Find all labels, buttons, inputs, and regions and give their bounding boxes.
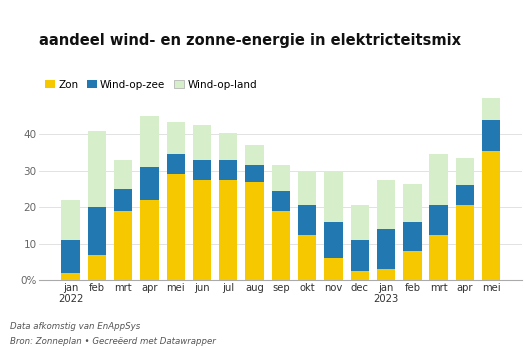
Bar [456,205,474,280]
Bar [88,207,106,254]
Bar [245,165,264,182]
Bar [193,180,211,280]
Bar [482,151,500,280]
Bar [219,180,237,280]
Bar [166,122,185,280]
Bar [324,171,343,280]
Bar [298,205,317,234]
Bar [429,205,448,234]
Bar [271,165,290,280]
Text: Bron: Zonneplan • Gecreëerd met Datawrapper: Bron: Zonneplan • Gecreëerd met Datawrap… [10,337,216,346]
Bar [377,180,395,280]
Text: aandeel wind- en zonne-energie in elektricteitsmix: aandeel wind- en zonne-energie in elektr… [39,33,461,48]
Bar [351,271,369,280]
Bar [403,183,422,280]
Bar [114,189,132,211]
Bar [271,211,290,280]
Bar [245,182,264,280]
Bar [271,191,290,211]
Legend: Zon, Wind-op-zee, Wind-op-land: Zon, Wind-op-zee, Wind-op-land [45,79,257,90]
Bar [114,211,132,280]
Bar [482,120,500,151]
Bar [114,160,132,280]
Bar [61,240,80,273]
Bar [140,116,159,280]
Bar [166,154,185,174]
Bar [219,160,237,180]
Bar [193,160,211,180]
Bar [298,171,317,280]
Bar [88,254,106,280]
Bar [166,174,185,280]
Bar [140,167,159,200]
Bar [324,222,343,258]
Bar [377,229,395,269]
Bar [482,98,500,280]
Bar [351,240,369,271]
Bar [193,125,211,280]
Bar [403,222,422,251]
Bar [456,186,474,205]
Bar [298,234,317,280]
Bar [377,269,395,280]
Bar [219,133,237,280]
Bar [61,273,80,280]
Bar [429,154,448,280]
Bar [245,145,264,280]
Bar [140,200,159,280]
Bar [61,200,80,280]
Bar [324,258,343,280]
Bar [351,205,369,280]
Bar [429,234,448,280]
Bar [403,251,422,280]
Text: Data afkomstig van EnAppSys: Data afkomstig van EnAppSys [10,322,141,331]
Bar [456,158,474,280]
Bar [88,131,106,280]
